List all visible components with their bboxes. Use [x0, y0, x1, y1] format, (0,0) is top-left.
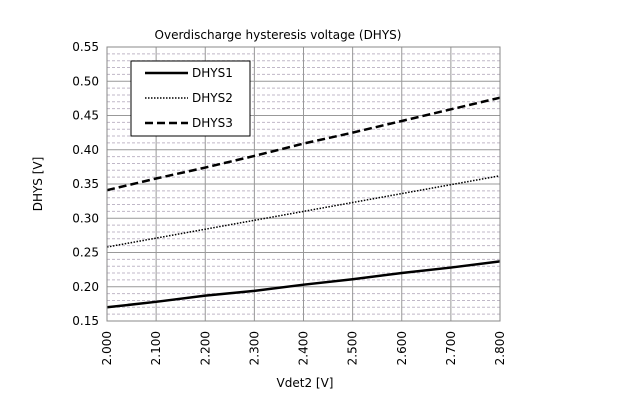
legend: DHYS1 DHYS2 DHYS3	[130, 60, 251, 137]
y-tick-label: 0.25	[72, 246, 99, 260]
y-tick-label: 0.40	[72, 143, 99, 157]
x-tick-label: 2.500	[346, 331, 360, 365]
legend-label: DHYS1	[192, 66, 233, 80]
chart-title: Overdischarge hysteresis voltage (DHYS)	[155, 28, 402, 42]
x-tick-label: 2.700	[444, 331, 458, 365]
x-tick-label: 2.400	[297, 331, 311, 365]
series-line-dhys1	[106, 260, 501, 309]
legend-label: DHYS2	[192, 91, 233, 105]
y-tick-label: 0.50	[72, 74, 99, 88]
x-tick-label: 2.200	[198, 331, 212, 365]
legend-label: DHYS3	[192, 116, 233, 130]
y-tick-label: 0.20	[72, 280, 99, 294]
x-axis-label: Vdet2 [V]	[277, 376, 334, 390]
x-ticks: 2.000 2.100 2.200 2.300 2.400 2.500 2.600 2.700…	[100, 331, 507, 365]
x-tick-label: 2.000	[100, 331, 114, 365]
grid	[106, 46, 501, 322]
y-tick-label: 0.30	[72, 211, 99, 225]
x-tick-label: 2.100	[149, 331, 163, 365]
x-tick-label: 2.800	[493, 331, 507, 365]
y-tick-label: 0.55	[72, 40, 99, 54]
y-tick-label: 0.35	[72, 177, 99, 191]
y-tick-label: 0.15	[72, 314, 99, 328]
y-axis-label: DHYS [V]	[31, 157, 45, 212]
x-tick-label: 2.600	[395, 331, 409, 365]
series-line-dhys2	[106, 175, 501, 248]
series-group	[106, 96, 501, 309]
series-line-dhys3	[106, 96, 501, 192]
x-tick-label: 2.300	[247, 331, 261, 365]
y-ticks: 0.15 0.20 0.25 0.30 0.35 0.40 0.45 0.50 0.55	[72, 40, 99, 328]
plot-frame	[106, 46, 501, 322]
y-tick-label: 0.45	[72, 109, 99, 123]
